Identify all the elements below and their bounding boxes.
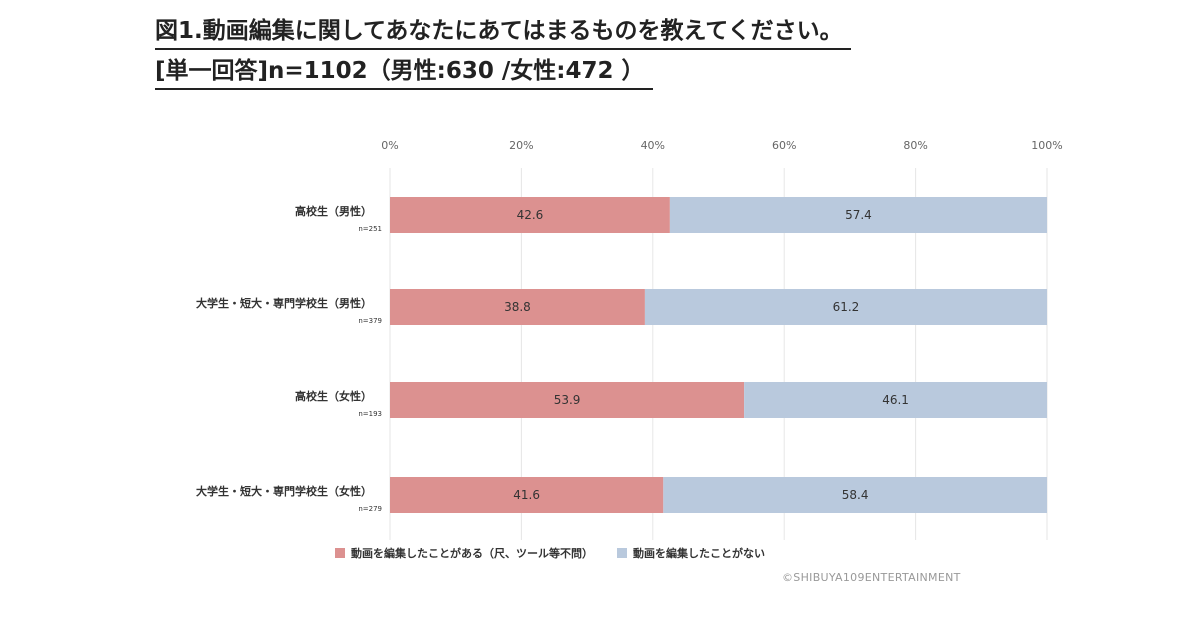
title-line-1: 図1.動画編集に関してあなたにあてはまるものを教えてください。 xyxy=(155,14,851,50)
legend-label-edited: 動画を編集したことがある（尺、ツール等不問） xyxy=(351,547,593,560)
title-line-2: [単一回答]n=1102（男性:630 /女性:472 ） xyxy=(155,54,653,90)
legend-label-not-edited: 動画を編集したことがない xyxy=(633,547,765,560)
bar-segment xyxy=(644,289,1047,325)
legend-swatch-not-edited xyxy=(617,548,627,558)
data-label: 53.9 xyxy=(554,393,581,407)
bar-segment xyxy=(390,197,670,233)
legend: 動画を編集したことがある（尺、ツール等不問） 動画を編集したことがない xyxy=(335,545,765,561)
bar-segment xyxy=(744,382,1047,418)
data-label: 41.6 xyxy=(513,488,540,502)
data-label: 38.8 xyxy=(504,300,531,314)
sample-size-label: n=193 xyxy=(358,410,382,418)
bar-segment xyxy=(390,289,645,325)
category-label: 高校生（女性） xyxy=(295,389,372,403)
sample-size-label: n=251 xyxy=(358,225,382,233)
category-label: 大学生・短大・専門学校生（男性） xyxy=(196,296,372,310)
copyright-text: ©SHIBUYA109ENTERTAINMENT xyxy=(782,571,961,584)
legend-item-edited: 動画を編集したことがある（尺、ツール等不問） xyxy=(335,545,593,561)
data-label: 42.6 xyxy=(517,208,544,222)
data-label: 61.2 xyxy=(833,300,860,314)
bar-segment xyxy=(663,477,1047,513)
data-label: 57.4 xyxy=(845,208,872,222)
legend-item-not-edited: 動画を編集したことがない xyxy=(617,545,765,561)
sample-size-label: n=379 xyxy=(358,317,382,325)
data-label: 58.4 xyxy=(842,488,869,502)
sample-size-label: n=279 xyxy=(358,505,382,513)
category-label: 高校生（男性） xyxy=(295,204,372,218)
x-tick-label: 80% xyxy=(903,139,927,152)
category-label: 大学生・短大・専門学校生（女性） xyxy=(196,484,372,498)
x-tick-label: 60% xyxy=(772,139,796,152)
chart-title: 図1.動画編集に関してあなたにあてはまるものを教えてください。 [単一回答]n=… xyxy=(155,14,851,90)
x-tick-label: 20% xyxy=(509,139,533,152)
legend-swatch-edited xyxy=(335,548,345,558)
x-tick-label: 100% xyxy=(1031,139,1062,152)
data-label: 46.1 xyxy=(882,393,909,407)
bar-segment xyxy=(390,477,664,513)
x-tick-label: 0% xyxy=(381,139,398,152)
bar-segment xyxy=(669,197,1047,233)
x-tick-label: 40% xyxy=(641,139,665,152)
bar-segment xyxy=(390,382,745,418)
